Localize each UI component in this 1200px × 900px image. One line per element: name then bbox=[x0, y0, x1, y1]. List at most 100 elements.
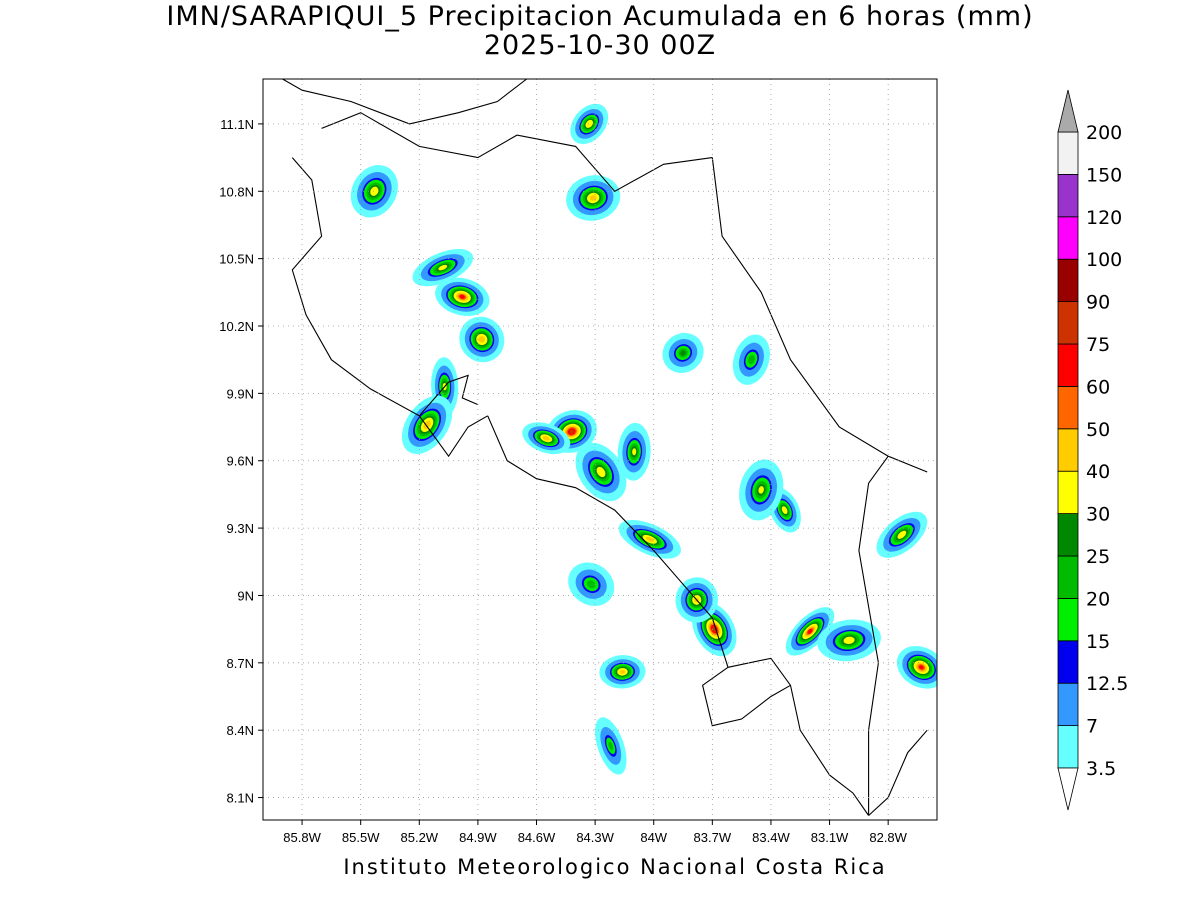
rain-contour bbox=[459, 294, 465, 299]
rain-cell bbox=[599, 655, 646, 689]
colorbar-label: 20 bbox=[1086, 588, 1110, 610]
rain-cell bbox=[570, 103, 609, 144]
colorbar-label: 7 bbox=[1086, 716, 1098, 738]
rain-contour bbox=[897, 530, 907, 539]
colorbar-label: 100 bbox=[1086, 249, 1122, 271]
rain-contour bbox=[608, 741, 614, 751]
tick-label-lat: 8.7N bbox=[227, 656, 254, 671]
rain-contour bbox=[758, 486, 764, 494]
rain-contour bbox=[542, 435, 550, 441]
rain-cell bbox=[568, 562, 615, 606]
coastline bbox=[282, 79, 528, 125]
map-frame bbox=[262, 78, 938, 821]
colorbar-swatch bbox=[1057, 513, 1079, 557]
tick-label-lon: 83.1W bbox=[811, 830, 849, 845]
colorbar-swatch bbox=[1057, 428, 1079, 472]
colorbar-swatch bbox=[1057, 385, 1079, 430]
tick-label-lon: 84.9W bbox=[459, 830, 497, 845]
axis-ticks: 85.8W 85.5W 85.2W 84.9W 84.6W 84.3W 84W 83.7W 83… bbox=[219, 117, 907, 845]
rain-contour bbox=[478, 336, 486, 343]
tick-label-lat: 9N bbox=[237, 588, 254, 603]
colorbar-label: 3.5 bbox=[1086, 758, 1116, 780]
coastline-borders bbox=[282, 79, 928, 816]
tick-label-lon: 85.2W bbox=[401, 830, 439, 845]
rain-cell bbox=[522, 422, 571, 455]
rain-cell bbox=[876, 511, 928, 558]
coastline bbox=[291, 157, 488, 458]
rain-contour bbox=[680, 350, 686, 356]
colorbar-label: 120 bbox=[1086, 207, 1122, 229]
tick-label-lat: 9.3N bbox=[227, 521, 254, 536]
map-title: IMN/SARAPIQUI_5 Precipitacion Acumulada … bbox=[0, 2, 1200, 60]
rain-cell bbox=[739, 459, 784, 521]
title-line-2: 2025-10-30 00Z bbox=[483, 30, 717, 61]
tick-label-lon: 83.7W bbox=[694, 830, 732, 845]
colorbar-max-arrow bbox=[1057, 89, 1079, 133]
rain-cell bbox=[768, 487, 801, 533]
coastline bbox=[701, 666, 791, 727]
colorbar-swatch bbox=[1057, 301, 1079, 345]
rain-contour bbox=[645, 536, 654, 542]
tick-label-lat: 10.5N bbox=[219, 252, 254, 267]
colorbar-swatch bbox=[1057, 470, 1079, 515]
rain-cell bbox=[566, 175, 621, 221]
tick-label-lat: 10.8N bbox=[219, 184, 254, 199]
colorbar-label: 50 bbox=[1086, 419, 1110, 441]
rain-cell bbox=[785, 607, 835, 656]
rain-cell bbox=[817, 619, 881, 662]
rain-contour bbox=[632, 448, 637, 456]
colorbar-label: 200 bbox=[1086, 122, 1122, 144]
rain-cell bbox=[412, 248, 474, 287]
colorbar-swatch bbox=[1057, 216, 1079, 260]
rain-contour bbox=[807, 628, 813, 634]
tick-label-lon: 83.4W bbox=[752, 830, 790, 845]
rain-contour bbox=[843, 636, 855, 645]
credit-text: Instituto Meteorologico Nacional Costa R… bbox=[343, 855, 887, 879]
rain-cell bbox=[401, 395, 453, 454]
rain-cell bbox=[575, 442, 627, 502]
tick-label-lon: 84W bbox=[640, 830, 667, 845]
rain-contour bbox=[919, 665, 924, 670]
colorbar: 3.5 7 12.5 15 20 25 30 40 50 60 75 90 100 120 150 200 bbox=[1057, 89, 1128, 811]
rain-cell bbox=[896, 645, 937, 689]
coastline bbox=[868, 729, 928, 816]
tick-label-lat: 8.4N bbox=[227, 723, 254, 738]
colorbar-swatch bbox=[1057, 258, 1079, 303]
rain-contour bbox=[569, 429, 574, 434]
rain-cell bbox=[618, 520, 681, 559]
tick-label-lon: 84.6W bbox=[518, 830, 556, 845]
tick-label-lat: 9.6N bbox=[227, 454, 254, 469]
rain-cell bbox=[459, 316, 505, 363]
colorbar-label: 15 bbox=[1086, 631, 1110, 653]
colorbar-swatch bbox=[1057, 555, 1079, 599]
map-grid bbox=[263, 79, 937, 820]
precipitation-field bbox=[350, 103, 937, 775]
rain-contour bbox=[370, 186, 379, 196]
colorbar-min-arrow bbox=[1057, 767, 1079, 811]
rain-contour bbox=[585, 119, 594, 128]
rain-cell bbox=[594, 717, 627, 775]
tick-label-lat: 10.2N bbox=[219, 319, 254, 334]
rain-contour bbox=[596, 466, 606, 478]
rain-contour bbox=[586, 580, 596, 589]
tick-label-lat: 8.1N bbox=[227, 791, 254, 806]
colorbar-label: 150 bbox=[1086, 164, 1122, 186]
rain-cell bbox=[617, 422, 651, 481]
colorbar-swatch bbox=[1057, 725, 1079, 769]
rain-cell bbox=[662, 332, 704, 373]
colorbar-swatch bbox=[1057, 131, 1079, 175]
rain-cell bbox=[732, 334, 770, 385]
colorbar-swatch bbox=[1057, 173, 1079, 218]
colorbar-swatch bbox=[1057, 682, 1079, 727]
rain-contour bbox=[781, 506, 788, 515]
tick-label-lat: 11.1N bbox=[220, 117, 254, 132]
colorbar-swatch bbox=[1057, 343, 1079, 387]
coastline bbox=[321, 112, 713, 192]
tick-label-lon: 84.3W bbox=[576, 830, 614, 845]
colorbar-label: 40 bbox=[1086, 461, 1110, 483]
rain-contour bbox=[619, 669, 626, 674]
colorbar-label: 30 bbox=[1086, 504, 1110, 526]
colorbar-swatch bbox=[1057, 640, 1079, 684]
rain-contour bbox=[747, 355, 755, 365]
